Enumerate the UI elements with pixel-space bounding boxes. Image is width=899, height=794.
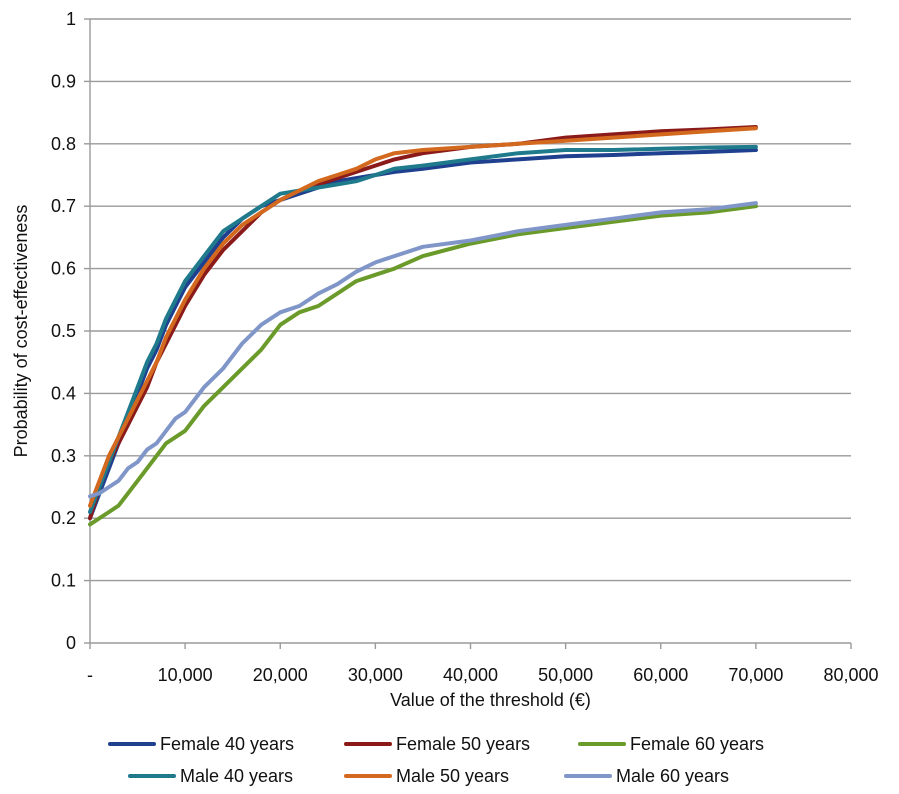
- x-tick-label: 60,000: [633, 665, 688, 685]
- series-line-female-60-years: [88, 204, 758, 527]
- y-tick-label: 0: [66, 633, 76, 653]
- series-line-male-40-years: [88, 144, 758, 514]
- legend-item: Female 50 years: [344, 734, 530, 754]
- y-tick-label: 0.6: [51, 259, 76, 279]
- y-tick-label: 0.5: [51, 321, 76, 341]
- legend: Female 40 years Female 50 years Female 60 …: [108, 734, 764, 786]
- legend-label: Female 50 years: [396, 734, 530, 754]
- y-tick-label: 0.7: [51, 196, 76, 216]
- y-tick-label: 0.4: [51, 383, 76, 403]
- y-axis-title: Probability of cost-effectiveness: [11, 205, 31, 458]
- y-tick-label: 0.3: [51, 446, 76, 466]
- legend-item: Female 60 years: [578, 734, 764, 754]
- legend-item: Female 40 years: [108, 734, 294, 754]
- x-tick-label: -: [87, 665, 93, 685]
- x-tick-label: 30,000: [348, 665, 403, 685]
- y-tick-label: 0.9: [51, 71, 76, 91]
- legend-item: Male 40 years: [128, 766, 293, 786]
- legend-label: Female 60 years: [630, 734, 764, 754]
- x-axis-tick-labels: - 10,000 20,000 30,000 40,000 50,000 60,000 70,…: [87, 643, 879, 685]
- series-line-male-50-years: [88, 126, 758, 508]
- series-line-female-50-years: [88, 125, 758, 521]
- gridlines: [84, 18, 851, 644]
- legend-label: Female 40 years: [160, 734, 294, 754]
- legend-label: Male 40 years: [180, 766, 293, 786]
- y-tick-label: 0.1: [51, 571, 76, 591]
- x-tick-label: 70,000: [728, 665, 783, 685]
- y-tick-label: 0.2: [51, 508, 76, 528]
- series-line-female-40-years: [88, 148, 758, 521]
- x-tick-label: 40,000: [443, 665, 498, 685]
- x-tick-label: 20,000: [253, 665, 308, 685]
- y-tick-label: 0.8: [51, 134, 76, 154]
- legend-item: Male 50 years: [344, 766, 509, 786]
- series-line-male-60-years: [88, 201, 758, 499]
- x-tick-label: 50,000: [538, 665, 593, 685]
- legend-label: Male 50 years: [396, 766, 509, 786]
- y-tick-label: 1: [66, 9, 76, 29]
- x-axis-title: Value of the threshold (€): [390, 690, 591, 710]
- series-lines: [88, 125, 758, 527]
- x-tick-label: 10,000: [158, 665, 213, 685]
- legend-label: Male 60 years: [616, 766, 729, 786]
- y-axis-tick-labels: 0 0.1 0.2 0.3 0.4 0.5 0.6 0.7 0.8 0.9 1: [51, 9, 76, 653]
- x-tick-label: 80,000: [823, 665, 878, 685]
- legend-item: Male 60 years: [564, 766, 729, 786]
